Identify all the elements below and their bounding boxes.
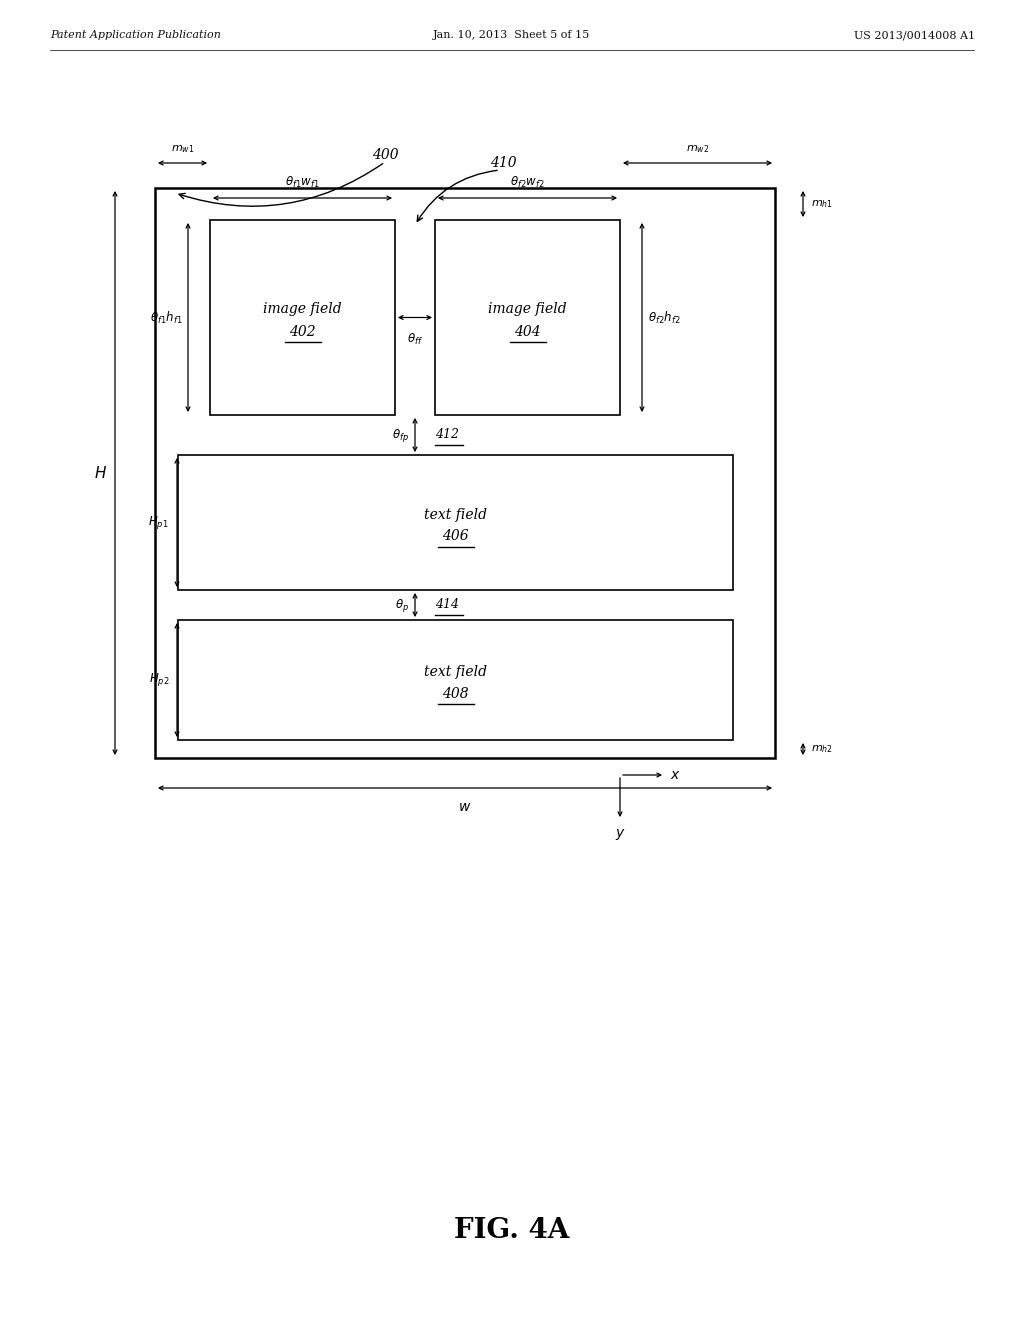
Text: $H$: $H$ bbox=[94, 465, 106, 480]
Text: 412: 412 bbox=[435, 429, 459, 441]
Text: FIG. 4A: FIG. 4A bbox=[455, 1217, 569, 1243]
Text: $\theta_{f2}h_{f2}$: $\theta_{f2}h_{f2}$ bbox=[648, 309, 680, 326]
Text: $\theta_{fp}$: $\theta_{fp}$ bbox=[392, 426, 409, 444]
Text: $m_{w2}$: $m_{w2}$ bbox=[686, 143, 710, 154]
Text: US 2013/0014008 A1: US 2013/0014008 A1 bbox=[854, 30, 975, 40]
Text: 410: 410 bbox=[490, 156, 517, 170]
Text: $H_{p1}$: $H_{p1}$ bbox=[148, 513, 169, 531]
Bar bbox=[178, 455, 733, 590]
Text: $x$: $x$ bbox=[670, 768, 681, 781]
Text: 414: 414 bbox=[435, 598, 459, 611]
Text: $m_{w1}$: $m_{w1}$ bbox=[171, 143, 195, 154]
Text: image field: image field bbox=[488, 302, 567, 317]
Text: $w$: $w$ bbox=[459, 800, 472, 814]
Text: text field: text field bbox=[424, 665, 487, 678]
Text: $y$: $y$ bbox=[614, 828, 626, 842]
Text: $m_{h2}$: $m_{h2}$ bbox=[811, 743, 833, 755]
Text: $H_{p2}$: $H_{p2}$ bbox=[148, 672, 169, 689]
Bar bbox=[155, 187, 775, 758]
Text: $\theta_{f2}w_{f2}$: $\theta_{f2}w_{f2}$ bbox=[510, 176, 545, 190]
Text: 408: 408 bbox=[442, 686, 469, 701]
Text: text field: text field bbox=[424, 507, 487, 521]
Text: $\theta_{ff}$: $\theta_{ff}$ bbox=[407, 331, 423, 347]
Text: Jan. 10, 2013  Sheet 5 of 15: Jan. 10, 2013 Sheet 5 of 15 bbox=[433, 30, 591, 40]
Text: 404: 404 bbox=[514, 325, 541, 338]
Text: $\theta_p$: $\theta_p$ bbox=[395, 597, 409, 614]
Text: image field: image field bbox=[263, 302, 342, 317]
Text: 402: 402 bbox=[289, 325, 315, 338]
Text: $m_{h1}$: $m_{h1}$ bbox=[811, 198, 833, 210]
Text: $\theta_{f1}w_{f1}$: $\theta_{f1}w_{f1}$ bbox=[285, 176, 319, 190]
Bar bbox=[210, 220, 395, 414]
Bar bbox=[435, 220, 620, 414]
Text: $\theta_{f1}h_{f1}$: $\theta_{f1}h_{f1}$ bbox=[150, 309, 182, 326]
Text: 406: 406 bbox=[442, 529, 469, 544]
Text: Patent Application Publication: Patent Application Publication bbox=[50, 30, 221, 40]
Text: 400: 400 bbox=[372, 148, 398, 162]
Bar bbox=[178, 620, 733, 741]
